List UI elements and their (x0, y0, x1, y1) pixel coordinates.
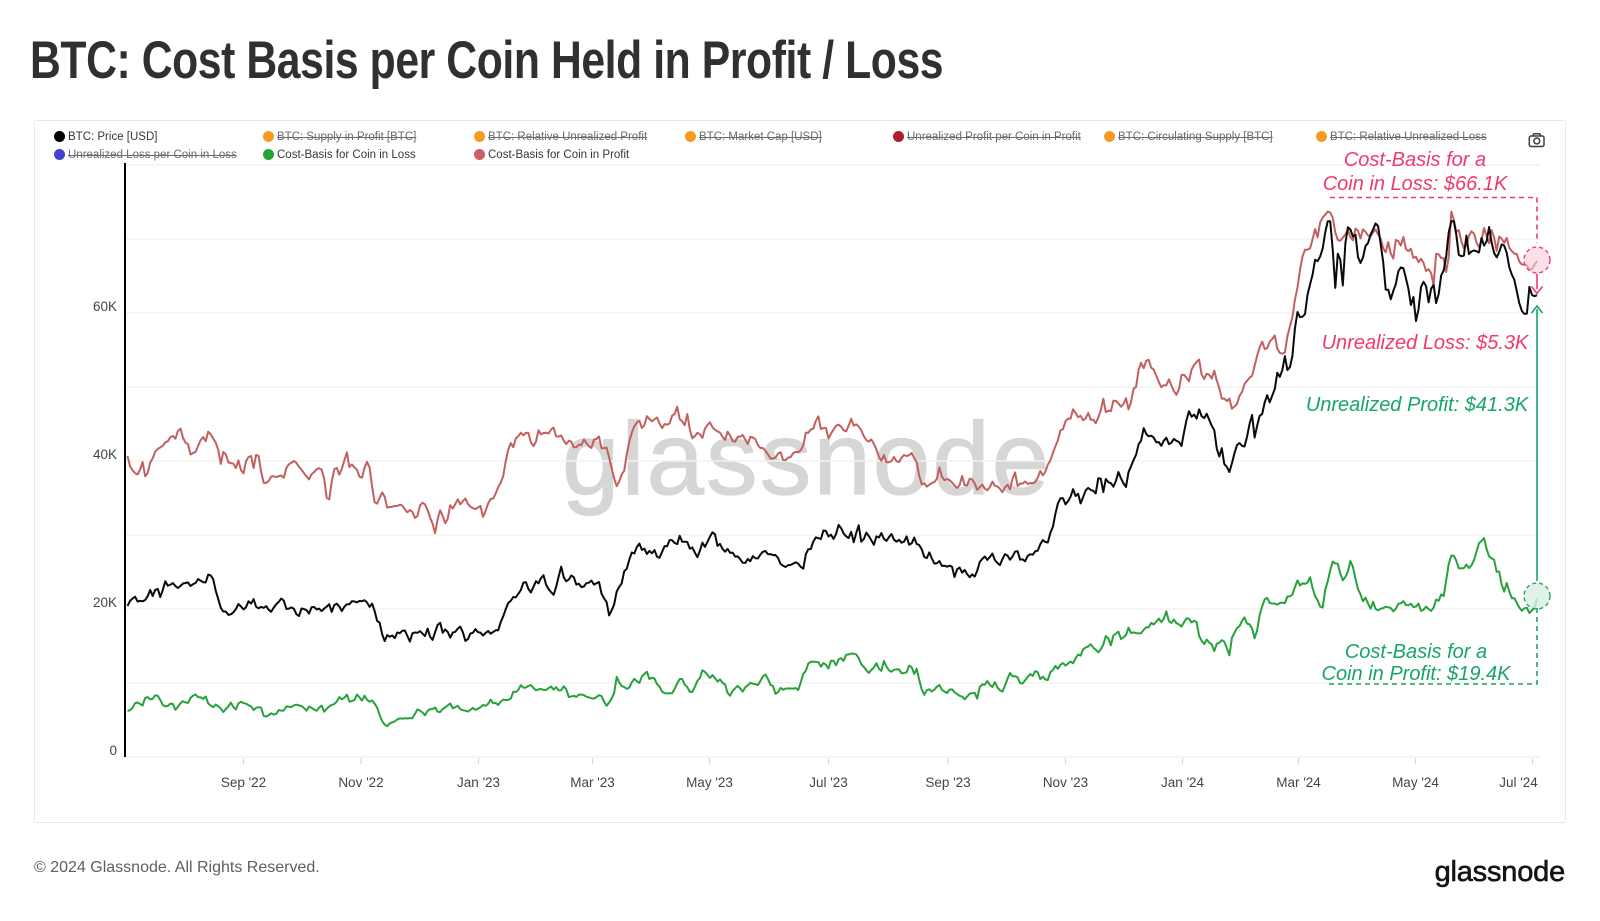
svg-text:May '24: May '24 (1392, 775, 1439, 790)
svg-text:Sep '23: Sep '23 (925, 775, 970, 790)
svg-text:Jan '23: Jan '23 (457, 775, 500, 790)
svg-text:60K: 60K (93, 299, 117, 314)
svg-text:Mar '23: Mar '23 (570, 775, 615, 790)
svg-text:Coin in Profit: $19.4K: Coin in Profit: $19.4K (1322, 663, 1513, 685)
svg-text:Sep '22: Sep '22 (221, 775, 266, 790)
svg-text:May '23: May '23 (686, 775, 733, 790)
svg-text:Jul '24: Jul '24 (1499, 775, 1538, 790)
svg-text:Nov '23: Nov '23 (1043, 775, 1088, 790)
svg-text:20K: 20K (93, 595, 117, 610)
svg-text:Coin in Loss: $66.1K: Coin in Loss: $66.1K (1323, 173, 1509, 195)
svg-text:Unrealized Profit: $41.3K: Unrealized Profit: $41.3K (1306, 394, 1530, 416)
svg-text:Jul '23: Jul '23 (809, 775, 848, 790)
svg-text:Cost-Basis for a: Cost-Basis for a (1344, 149, 1486, 171)
svg-text:Jan '24: Jan '24 (1161, 775, 1205, 790)
svg-text:Unrealized Loss: $5.3K: Unrealized Loss: $5.3K (1322, 332, 1530, 354)
svg-text:40K: 40K (93, 447, 117, 462)
svg-text:Cost-Basis for a: Cost-Basis for a (1345, 641, 1487, 663)
svg-text:Mar '24: Mar '24 (1276, 775, 1321, 790)
svg-text:Nov '22: Nov '22 (338, 775, 383, 790)
svg-text:0: 0 (109, 743, 117, 758)
